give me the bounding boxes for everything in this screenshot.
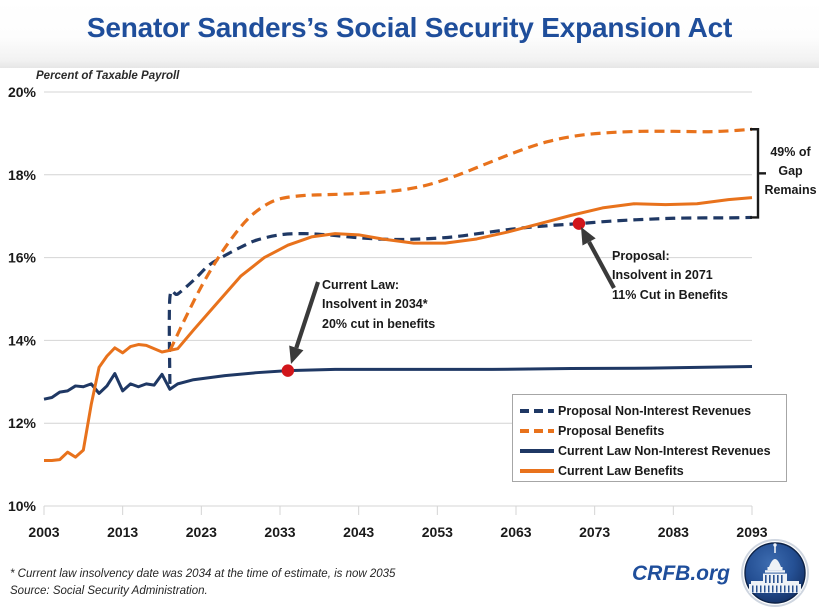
arrow-to-current-law-marker — [289, 281, 320, 364]
legend-swatch-dashed-icon — [520, 405, 554, 417]
y-axis-tick-18: 18% — [8, 167, 37, 183]
marker-insolvency-2071 — [572, 217, 586, 230]
legend-item-3[interactable]: Current Law Benefits — [520, 461, 779, 481]
legend-item-0[interactable]: Proposal Non-Interest Revenues — [520, 401, 779, 421]
x-axis-tick-2063: 2063 — [500, 524, 531, 540]
annotation-current-law: Current Law: Insolvent in 2034* 20% cut … — [322, 276, 435, 334]
annotation-proposal: Proposal: Insolvent in 2071 11% Cut in B… — [612, 247, 728, 305]
header-band — [0, 0, 819, 68]
legend-item-1[interactable]: Proposal Benefits — [520, 421, 779, 441]
legend-label-2: Current Law Non-Interest Revenues — [558, 444, 771, 458]
legend-label-3: Current Law Benefits — [558, 464, 684, 478]
page-title: Senator Sanders’s Social Security Expans… — [86, 12, 733, 43]
capitol-dome-logo — [741, 539, 809, 607]
series-proposal-non-interest-revenues — [167, 215, 753, 384]
gap-label-line1: 49% of — [770, 145, 811, 159]
legend-swatch-dashed-icon — [520, 425, 554, 437]
branding: CRFB.org — [632, 537, 812, 609]
y-axis-tick-16: 16% — [8, 250, 37, 266]
gap-bracket-label: 49% of Gap Remains — [762, 143, 819, 199]
chart-legend: Proposal Non-Interest Revenues Proposal B… — [512, 394, 787, 482]
arrow-to-proposal-marker — [581, 227, 616, 289]
x-axis-tick-2033: 2033 — [264, 524, 295, 540]
series-proposal-benefits — [168, 127, 753, 352]
x-axis-tick-2023: 2023 — [186, 524, 217, 540]
legend-swatch-solid-icon — [520, 465, 554, 477]
x-axis-tick-2073: 2073 — [579, 524, 610, 540]
gap-label-line3: Remains — [764, 182, 817, 197]
annotation-proposal-line2: Insolvent in 2071 — [612, 268, 713, 283]
marker-insolvency-2034 — [281, 364, 295, 377]
legend-item-2[interactable]: Current Law Non-Interest Revenues — [520, 441, 779, 461]
annotation-proposal-line1: Proposal: — [612, 249, 670, 263]
y-axis-tick-14: 14% — [8, 332, 37, 348]
annotation-current-law-line2: Insolvent in 2034* — [322, 297, 428, 312]
annotation-current-law-line3: 20% cut in benefits — [322, 316, 436, 331]
x-axis-tick-2043: 2043 — [343, 524, 374, 540]
y-axis-tick-10: 10% — [8, 498, 37, 514]
x-axis-tick-2013: 2013 — [107, 524, 138, 540]
x-axis-tick-2003: 2003 — [28, 524, 59, 540]
legend-label-1: Proposal Benefits — [558, 424, 665, 438]
gap-bracket — [750, 128, 766, 219]
annotation-current-law-line1: Current Law: — [322, 278, 400, 292]
y-axis-tick-12: 12% — [8, 415, 37, 431]
x-axis-tick-2053: 2053 — [422, 524, 453, 540]
footnote-line2: Source: Social Security Administration. — [10, 584, 208, 597]
axis-subtitle: Percent of Taxable Payroll — [36, 70, 180, 82]
y-axis-tick-20: 20% — [8, 84, 37, 100]
footnote-line1: * Current law insolvency date was 2034 a… — [10, 568, 396, 580]
gap-label-line2: Gap — [778, 163, 803, 178]
legend-label-0: Proposal Non-Interest Revenues — [558, 404, 752, 418]
x-axis-tick-2083: 2083 — [658, 524, 689, 540]
series-current-law-non-interest-revenues — [43, 364, 753, 401]
x-axis-tick-2093: 2093 — [736, 524, 767, 540]
legend-swatch-solid-icon — [520, 445, 554, 457]
footnote: * Current law insolvency date was 2034 a… — [10, 566, 395, 599]
crfb-wordmark: CRFB.org — [632, 562, 730, 585]
annotation-proposal-line3: 11% Cut in Benefits — [612, 287, 728, 302]
series-current-law-benefits — [44, 196, 753, 462]
